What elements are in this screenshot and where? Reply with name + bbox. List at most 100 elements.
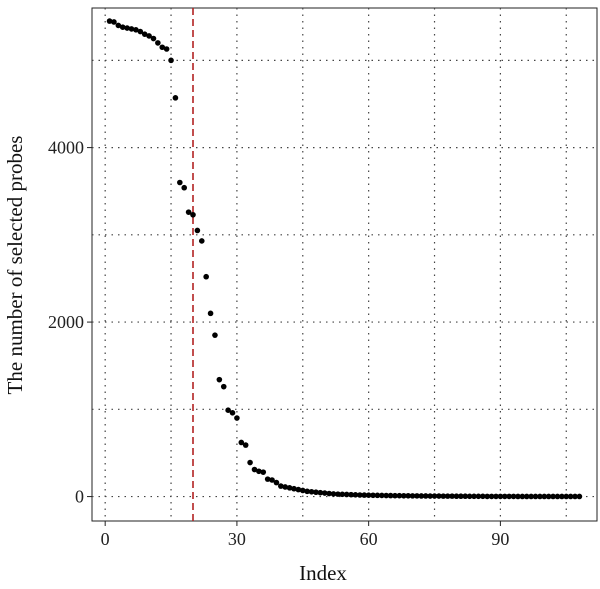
- data-point: [207, 310, 214, 317]
- x-axis-label: Index: [299, 561, 347, 585]
- y-tick-label: 2000: [48, 312, 84, 332]
- data-point: [190, 211, 196, 218]
- data-point: [523, 493, 530, 500]
- data-point: [440, 493, 447, 499]
- y-tick-label: 4000: [48, 138, 84, 158]
- data-point: [563, 493, 570, 500]
- data-point: [414, 493, 420, 499]
- data-point: [198, 238, 205, 244]
- data-point: [466, 493, 473, 500]
- data-point: [172, 95, 179, 101]
- data-point: [392, 492, 398, 499]
- data-point: [133, 27, 139, 33]
- y-axis-ticks: 0 2000 4000: [48, 138, 92, 507]
- data-point: [436, 493, 442, 499]
- data-point: [361, 492, 368, 498]
- data-points: [106, 18, 583, 500]
- data-point: [532, 493, 539, 500]
- data-point: [124, 25, 130, 31]
- plot-area: [91, 7, 598, 522]
- data-point: [537, 493, 543, 500]
- data-point: [510, 493, 517, 500]
- data-point: [352, 492, 359, 498]
- data-point: [146, 33, 152, 39]
- data-point: [291, 485, 297, 492]
- data-point: [422, 493, 429, 499]
- data-point: [225, 407, 231, 413]
- data-point: [185, 209, 192, 215]
- data-point: [475, 493, 482, 500]
- data-point: [370, 492, 376, 499]
- x-tick-label: 60: [360, 529, 378, 549]
- data-point: [181, 184, 188, 191]
- data-point: [431, 493, 438, 499]
- data-point: [462, 493, 469, 500]
- data-point: [335, 491, 341, 497]
- x-tick-label: 30: [228, 529, 246, 549]
- data-point: [119, 24, 126, 30]
- data-point: [212, 332, 218, 338]
- data-point: [444, 493, 451, 499]
- data-point: [405, 492, 411, 499]
- x-tick-label: 0: [101, 529, 110, 549]
- data-point: [128, 26, 135, 32]
- data-point: [163, 46, 170, 52]
- y-tick-label: 0: [75, 487, 84, 507]
- data-point: [515, 493, 521, 500]
- data-point: [256, 468, 262, 475]
- data-point: [545, 493, 552, 500]
- data-point: [519, 493, 526, 500]
- data-point: [449, 493, 455, 499]
- data-point: [348, 491, 354, 498]
- data-point: [155, 40, 161, 46]
- data-point: [357, 492, 363, 498]
- data-point: [150, 35, 157, 42]
- data-point: [471, 493, 477, 500]
- data-point: [554, 493, 561, 500]
- data-point: [497, 493, 504, 500]
- data-point: [379, 492, 385, 499]
- data-point: [273, 479, 280, 486]
- data-point: [493, 493, 499, 500]
- data-point: [308, 488, 315, 495]
- data-point: [177, 179, 183, 186]
- data-point: [488, 493, 495, 500]
- data-point: [115, 22, 122, 29]
- data-point: [374, 492, 381, 499]
- data-point: [458, 493, 464, 500]
- data-point: [264, 476, 271, 482]
- data-point: [506, 493, 512, 500]
- data-point: [567, 493, 574, 500]
- data-point: [330, 491, 337, 497]
- x-axis-ticks: 0 30 60 90: [101, 521, 509, 549]
- data-point: [238, 439, 245, 446]
- data-point: [278, 483, 284, 489]
- data-point: [550, 493, 556, 500]
- data-point: [269, 477, 275, 483]
- data-point: [480, 493, 486, 500]
- data-point: [387, 492, 394, 499]
- data-point: [317, 489, 324, 496]
- data-point: [111, 19, 117, 25]
- data-point: [295, 486, 302, 493]
- data-point: [528, 493, 534, 500]
- data-point: [216, 376, 223, 383]
- data-point: [137, 28, 144, 35]
- data-point: [251, 466, 258, 473]
- y-axis-label: The number of selected probes: [3, 136, 27, 395]
- data-point: [365, 492, 372, 498]
- data-point: [304, 488, 310, 495]
- data-point: [396, 492, 403, 499]
- x-tick-label: 90: [491, 529, 509, 549]
- data-point: [141, 31, 148, 37]
- data-point: [576, 493, 583, 500]
- data-point: [234, 415, 240, 421]
- data-point: [229, 410, 236, 416]
- data-point: [343, 491, 350, 498]
- data-point: [484, 493, 491, 500]
- data-point: [339, 491, 346, 498]
- data-point: [286, 485, 293, 491]
- data-point: [168, 57, 174, 64]
- data-point: [572, 493, 578, 500]
